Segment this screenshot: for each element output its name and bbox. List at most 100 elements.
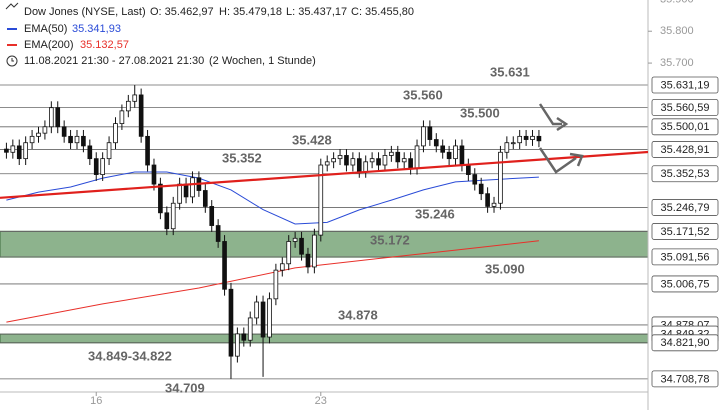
candle-body — [286, 241, 292, 265]
candle-body — [459, 145, 465, 166]
candle-body — [113, 123, 118, 144]
candle-body — [279, 263, 285, 271]
level-box — [651, 248, 719, 266]
chart-icon — [5, 2, 19, 10]
candle-body — [433, 139, 439, 147]
level-box — [651, 334, 719, 352]
candle-body — [125, 100, 131, 112]
candle-body — [344, 155, 349, 166]
candle-body — [472, 174, 478, 185]
candle-body — [273, 269, 279, 300]
candle-body — [235, 333, 240, 357]
candle-body — [376, 158, 381, 166]
clock-icon — [6, 55, 18, 67]
candle-body — [228, 288, 234, 357]
y-tick-label: 35.800 — [660, 25, 694, 37]
x-tick-label: 23 — [315, 395, 327, 407]
candle-body — [247, 317, 253, 341]
candle-body — [87, 145, 93, 160]
candle-body — [491, 202, 497, 207]
chart-title: Dow Jones (NYSE, Last) — [24, 6, 146, 18]
candle-body — [106, 142, 112, 160]
level-label: 35.006,75 — [661, 278, 710, 290]
legend-label: EMA(50) — [24, 23, 67, 35]
candle-body — [440, 145, 446, 153]
candle-body — [395, 151, 401, 163]
legend-value: 35.341,93 — [72, 23, 121, 35]
candle-body — [299, 237, 304, 255]
candle-body — [119, 110, 125, 125]
annotation: 35.352 — [222, 150, 262, 165]
level-label: 34.821,90 — [661, 337, 710, 349]
level-box — [651, 165, 719, 183]
candle-body — [29, 135, 35, 144]
ohlc-high: H: 35.479,18 — [219, 6, 282, 18]
candle-body — [453, 145, 458, 160]
candle-body — [74, 135, 80, 144]
candle-body — [536, 135, 542, 142]
header: Dow Jones (NYSE, Last) O: 35.462,97 H: 3… — [0, 0, 430, 70]
candle-body — [36, 132, 41, 137]
header-bg — [0, 0, 430, 70]
candle-body — [16, 145, 22, 160]
y-tick-label: 35.700 — [660, 57, 694, 69]
annotation: 34.709 — [165, 380, 205, 395]
candle-body — [177, 183, 182, 204]
candle-body — [68, 135, 73, 144]
legend-label: EMA(200) — [24, 39, 74, 51]
candle-body — [324, 161, 330, 166]
arrow-head — [569, 152, 584, 167]
level-box — [651, 199, 719, 216]
level-label: 35.631,19 — [661, 79, 710, 91]
candle-body — [318, 164, 324, 236]
candle-body — [427, 126, 433, 140]
candle-body — [93, 158, 99, 175]
candle-body — [183, 183, 189, 198]
candle-body — [292, 237, 298, 242]
period: 11.08.2021 21:30 - 27.08.2021 21:30 — [24, 55, 204, 67]
candle-body — [241, 333, 247, 341]
overlay: 35.631 35.560 35.500 35.428 35.352 35.246 35.1… — [88, 64, 719, 395]
annotation: 35.428 — [292, 132, 332, 147]
level-box — [651, 118, 719, 136]
candle-body — [215, 225, 221, 242]
candle-body — [401, 158, 407, 163]
candle-body — [389, 151, 394, 156]
candle-body — [312, 234, 317, 268]
candle-body — [369, 158, 375, 163]
annotation: 35.246 — [415, 206, 455, 221]
candle-body — [356, 158, 362, 172]
annotation: 34.849-34.822 — [88, 348, 172, 363]
ohlc-low: L: 35.437,17 — [286, 6, 347, 18]
level-label: 35.352,53 — [661, 168, 710, 180]
candle-body — [363, 161, 369, 172]
level-label: 35.428,91 — [661, 144, 710, 156]
candle-body — [23, 142, 28, 160]
candle-body — [414, 145, 420, 169]
level-label: 35.560,59 — [661, 102, 710, 114]
candle-body — [222, 241, 227, 290]
candle-body — [446, 151, 452, 160]
candle-body — [260, 301, 266, 338]
candle-body — [170, 202, 176, 230]
candle-body — [421, 126, 426, 147]
candle-body — [202, 190, 208, 207]
candle-body — [408, 158, 413, 169]
arrow — [538, 147, 577, 174]
candle-body — [530, 135, 535, 140]
candle-body — [42, 126, 48, 134]
ema-line — [6, 171, 539, 225]
y-tick-label: 35.900 — [660, 0, 694, 5]
candle-body — [55, 107, 61, 128]
level-box — [651, 99, 719, 116]
candle-body — [331, 158, 336, 163]
level-label: 35.171,52 — [661, 226, 710, 238]
candle-body — [337, 155, 343, 160]
ohlc-open: O: 35.462,97 — [150, 6, 214, 18]
candle-body — [382, 155, 388, 166]
candle-body — [81, 135, 86, 147]
candle-body — [523, 135, 529, 140]
candle-body — [254, 301, 259, 319]
level-box — [651, 275, 719, 293]
